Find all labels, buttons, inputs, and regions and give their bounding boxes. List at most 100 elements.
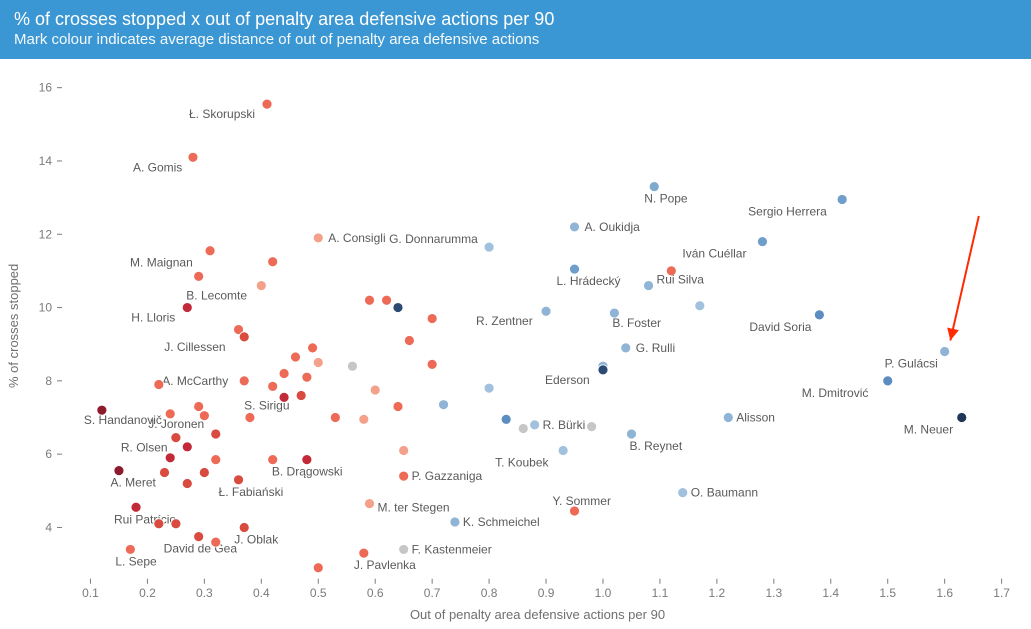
scatter-point[interactable] — [723, 413, 733, 423]
scatter-point[interactable] — [399, 471, 409, 481]
scatter-point[interactable] — [621, 343, 631, 353]
scatter-point[interactable] — [347, 361, 357, 371]
scatter-point[interactable] — [239, 332, 249, 342]
scatter-point[interactable] — [570, 506, 580, 516]
scatter-point[interactable] — [154, 380, 164, 390]
y-tick-label: 16 — [39, 81, 53, 95]
scatter-point[interactable] — [234, 475, 244, 485]
scatter-point[interactable] — [199, 411, 209, 421]
scatter-point[interactable] — [399, 446, 409, 456]
scatter-point[interactable] — [570, 222, 580, 232]
scatter-point[interactable] — [296, 391, 306, 401]
scatter-point[interactable] — [957, 413, 967, 423]
scatter-point[interactable] — [587, 422, 597, 432]
scatter-point[interactable] — [199, 468, 209, 478]
scatter-point[interactable] — [359, 415, 369, 425]
scatter-point[interactable] — [268, 382, 278, 392]
point-label: M. Dmitrović — [802, 386, 869, 400]
scatter-point[interactable] — [205, 246, 215, 256]
scatter-point[interactable] — [404, 336, 414, 346]
scatter-point[interactable] — [365, 499, 375, 509]
scatter-point[interactable] — [370, 385, 380, 395]
scatter-point[interactable] — [154, 519, 164, 529]
scatter-point[interactable] — [382, 295, 392, 305]
scatter-point[interactable] — [160, 468, 170, 478]
scatter-point[interactable] — [393, 303, 403, 313]
scatter-point[interactable] — [256, 281, 266, 291]
scatter-point[interactable] — [194, 272, 204, 282]
point-label: M. ter Stegen — [378, 501, 450, 515]
scatter-point[interactable] — [182, 442, 192, 452]
scatter-point[interactable] — [501, 415, 511, 425]
scatter-point[interactable] — [268, 455, 278, 465]
scatter-point[interactable] — [427, 314, 437, 324]
x-tick-label: 0.4 — [253, 586, 270, 600]
scatter-point[interactable] — [290, 352, 300, 362]
point-label: Y. Sommer — [553, 494, 611, 508]
scatter-point[interactable] — [125, 545, 135, 555]
scatter-point[interactable] — [644, 281, 654, 291]
scatter-point[interactable] — [245, 413, 255, 423]
scatter-point[interactable] — [279, 369, 289, 379]
scatter-point[interactable] — [211, 429, 221, 439]
scatter-point[interactable] — [666, 266, 676, 276]
chart-container: 0.10.20.30.40.50.60.70.80.91.01.11.21.31… — [0, 59, 1031, 629]
scatter-point[interactable] — [239, 523, 249, 533]
scatter-point[interactable] — [268, 257, 278, 267]
scatter-point[interactable] — [188, 153, 198, 163]
scatter-point[interactable] — [313, 563, 323, 573]
scatter-point[interactable] — [450, 517, 460, 527]
point-label: Rui Silva — [657, 273, 705, 287]
scatter-point[interactable] — [484, 242, 494, 252]
scatter-point[interactable] — [239, 376, 249, 386]
point-label: R. Bürki — [543, 418, 586, 432]
scatter-point[interactable] — [570, 264, 580, 274]
scatter-point[interactable] — [814, 310, 824, 320]
scatter-point[interactable] — [279, 393, 289, 403]
scatter-point[interactable] — [359, 548, 369, 558]
scatter-point[interactable] — [308, 343, 318, 353]
scatter-point[interactable] — [313, 358, 323, 368]
scatter-point[interactable] — [649, 182, 659, 192]
scatter-point[interactable] — [399, 545, 409, 555]
scatter-point[interactable] — [598, 365, 608, 375]
scatter-point[interactable] — [330, 413, 340, 423]
scatter-point[interactable] — [114, 466, 124, 476]
scatter-point[interactable] — [427, 360, 437, 370]
scatter-point[interactable] — [302, 372, 312, 382]
scatter-point[interactable] — [182, 479, 192, 489]
scatter-point[interactable] — [558, 446, 568, 456]
scatter-point[interactable] — [165, 409, 175, 419]
scatter-point[interactable] — [171, 433, 181, 443]
scatter-point[interactable] — [541, 306, 551, 316]
scatter-point[interactable] — [182, 303, 192, 313]
scatter-point[interactable] — [518, 424, 528, 434]
scatter-point[interactable] — [626, 429, 636, 439]
scatter-point[interactable] — [530, 420, 540, 430]
scatter-point[interactable] — [97, 405, 107, 415]
scatter-point[interactable] — [194, 402, 204, 412]
scatter-point[interactable] — [940, 347, 950, 357]
scatter-point[interactable] — [883, 376, 893, 386]
scatter-point[interactable] — [165, 453, 175, 463]
scatter-point[interactable] — [211, 537, 221, 547]
scatter-point[interactable] — [194, 532, 204, 542]
scatter-point[interactable] — [131, 503, 141, 513]
scatter-point[interactable] — [302, 455, 312, 465]
scatter-point[interactable] — [609, 308, 619, 318]
scatter-point[interactable] — [393, 402, 403, 412]
y-tick-label: 8 — [45, 374, 52, 388]
scatter-point[interactable] — [757, 237, 767, 247]
scatter-point[interactable] — [439, 400, 449, 410]
scatter-point[interactable] — [211, 455, 221, 465]
scatter-point[interactable] — [837, 195, 847, 205]
scatter-point[interactable] — [484, 383, 494, 393]
scatter-point[interactable] — [313, 233, 323, 243]
scatter-point[interactable] — [365, 295, 375, 305]
scatter-point[interactable] — [678, 488, 688, 498]
point-label: O. Baumann — [691, 486, 758, 500]
point-label: P. Gazzaniga — [412, 469, 483, 483]
scatter-point[interactable] — [695, 301, 705, 311]
scatter-point[interactable] — [262, 99, 272, 109]
scatter-point[interactable] — [171, 519, 181, 529]
